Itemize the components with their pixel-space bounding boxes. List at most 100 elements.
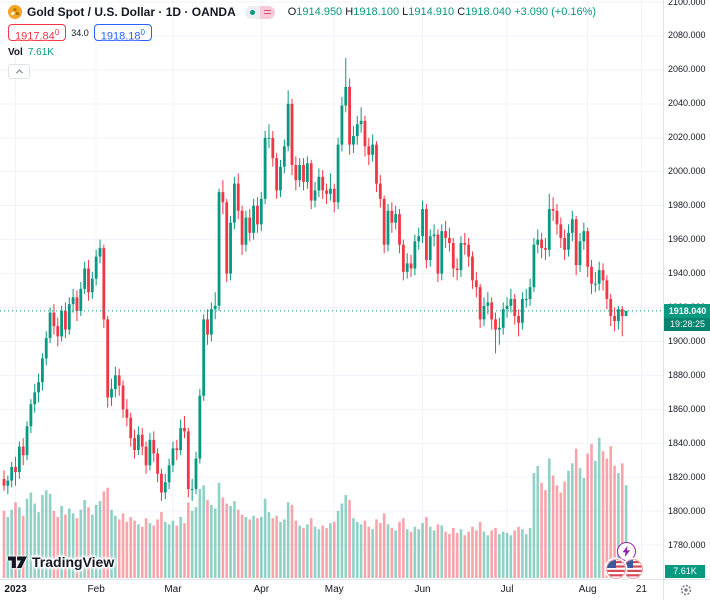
- us-flag-event-icon[interactable]: [623, 559, 643, 579]
- volume-bar: [302, 527, 305, 578]
- volume-bar: [225, 503, 229, 578]
- volume-bar: [367, 526, 371, 578]
- candle-body: [528, 287, 532, 300]
- volume-bar: [140, 526, 144, 578]
- candle-body: [494, 319, 497, 330]
- time-tick-label: Jun: [414, 584, 431, 595]
- price-axis[interactable]: 2100.000 2080.000 2060.000 2040.000 2020.000…: [663, 0, 710, 579]
- volume-bar: [202, 485, 205, 578]
- candle-body: [329, 188, 332, 194]
- volume-bar: [551, 475, 555, 578]
- candle-body: [605, 280, 609, 300]
- candle-body: [48, 312, 52, 339]
- candle-body: [363, 120, 367, 147]
- candle-body: [94, 256, 98, 279]
- data-mode-icon: [259, 5, 275, 19]
- candle-body: [463, 243, 467, 245]
- candle-body: [375, 144, 378, 184]
- volume-bar: [117, 519, 121, 578]
- sell-price-button[interactable]: 1917.840: [8, 24, 67, 43]
- volume-bar: [532, 473, 536, 578]
- candle-body: [390, 210, 394, 223]
- price-chart-canvas[interactable]: [0, 0, 663, 578]
- close-value: 1918.040: [465, 6, 512, 18]
- candle-body: [213, 305, 217, 310]
- candle-body: [179, 427, 183, 451]
- volume-bar: [213, 508, 217, 578]
- volume-bar: [41, 495, 44, 578]
- candle-body: [202, 319, 206, 396]
- volume-bar: [586, 453, 589, 578]
- candle-body: [117, 375, 121, 386]
- time-tick-label: Feb: [87, 584, 105, 595]
- candle-body: [21, 446, 25, 456]
- time-axis[interactable]: 2023 Feb Mar Apr May Jun Jul Aug 21: [0, 579, 663, 600]
- candle-body: [244, 217, 248, 245]
- volume-bar: [605, 458, 609, 578]
- volume-bar: [601, 451, 605, 578]
- candle-body: [371, 144, 375, 155]
- symbol-title[interactable]: Gold Spot / U.S. Dollar · 1D · OANDA: [27, 5, 236, 19]
- volume-bar: [363, 520, 367, 578]
- candle-body: [486, 302, 490, 306]
- volume-bar: [91, 514, 94, 578]
- candle-body: [67, 304, 71, 330]
- time-tick-label: May: [324, 584, 344, 595]
- volume-bar: [236, 509, 240, 578]
- candle-body: [344, 86, 348, 106]
- tradingview-logo[interactable]: TradingView: [8, 554, 114, 570]
- candle-body: [252, 205, 255, 233]
- us-flag-event-icon[interactable]: [606, 559, 626, 579]
- candle-body: [79, 288, 83, 311]
- candle-body: [313, 190, 317, 201]
- candle-body: [336, 144, 340, 203]
- candle-body: [536, 239, 540, 245]
- candle-body: [352, 136, 355, 145]
- volume-bar: [33, 503, 37, 578]
- volume-bar: [571, 463, 574, 578]
- candle-body: [14, 467, 17, 473]
- candle-body: [613, 315, 616, 322]
- volume-bar: [298, 525, 301, 578]
- volume-bar: [355, 521, 359, 578]
- candle-body: [110, 388, 113, 398]
- volume-bar: [221, 497, 225, 578]
- time-tick-label: 2023: [4, 584, 27, 595]
- candle-body: [259, 198, 263, 225]
- gear-icon[interactable]: [679, 583, 693, 597]
- volume-bar: [21, 515, 25, 578]
- volume-bar: [98, 501, 102, 578]
- volume-bar: [428, 526, 432, 578]
- volume-bar: [582, 477, 586, 578]
- volume-bar: [421, 523, 424, 578]
- buy-price-button[interactable]: 1918.180: [93, 24, 152, 43]
- volume-bar: [409, 531, 413, 578]
- volume-bar: [402, 518, 405, 578]
- candle-body: [563, 237, 567, 250]
- candle-body: [71, 297, 75, 305]
- volume-bar: [413, 526, 417, 578]
- candle-body: [52, 312, 56, 327]
- candle-body: [340, 105, 344, 145]
- volume-bar: [283, 519, 286, 578]
- volume-bar: [478, 521, 482, 578]
- market-status-pill[interactable]: [244, 5, 275, 19]
- volume-bar: [121, 513, 125, 578]
- price-tick-label: 1800.000: [668, 505, 706, 516]
- volume-bar: [524, 534, 528, 578]
- volume-bar: [217, 482, 221, 578]
- volume-bar: [540, 482, 543, 578]
- candle-body: [593, 283, 597, 285]
- volume-bar: [505, 532, 509, 578]
- candle-body: [282, 146, 286, 167]
- volume-bar: [252, 515, 255, 578]
- candle-body: [325, 190, 328, 194]
- volume-bar: [271, 518, 275, 578]
- candle-body: [521, 299, 524, 323]
- volume-bar: [187, 502, 190, 578]
- candle-body: [513, 299, 517, 316]
- volume-bar: [382, 513, 386, 578]
- candle-body: [405, 263, 409, 272]
- collapse-legend-button[interactable]: [8, 64, 30, 79]
- volume-bar: [102, 491, 106, 578]
